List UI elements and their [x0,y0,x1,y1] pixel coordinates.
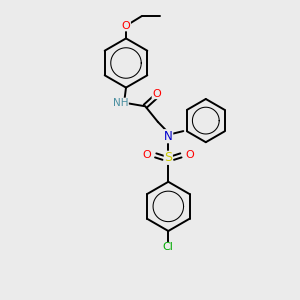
Text: Cl: Cl [163,242,174,253]
Text: NH: NH [113,98,128,108]
Text: N: N [164,130,173,143]
Text: O: O [142,150,151,161]
Text: O: O [122,21,130,31]
Text: O: O [185,150,194,161]
Text: O: O [152,88,161,99]
Text: S: S [164,151,172,164]
